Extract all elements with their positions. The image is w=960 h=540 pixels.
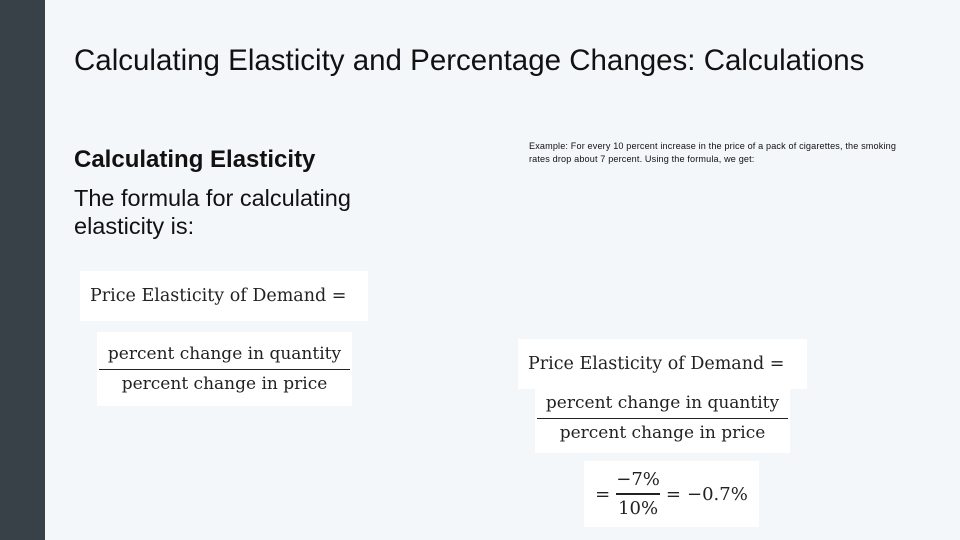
- calc-numerator: −7%: [616, 469, 660, 491]
- formula-left-label-text: Price Elasticity of Demand =: [90, 286, 347, 306]
- sidebar-accent: [0, 0, 45, 540]
- formula-right-denominator: percent change in price: [559, 423, 766, 444]
- subheading: Calculating Elasticity: [74, 146, 316, 173]
- formula-left-denominator: percent change in price: [121, 374, 328, 395]
- fraction-bar: [616, 493, 660, 495]
- body-text: The formula for calculating elasticity i…: [74, 185, 351, 239]
- calculation-fraction: −7% 10%: [616, 469, 660, 519]
- fraction-bar: [537, 417, 788, 420]
- fraction-bar: [99, 368, 350, 371]
- formula-right-numerator: percent change in quantity: [545, 392, 780, 413]
- formula-right-label: Price Elasticity of Demand =: [518, 339, 807, 389]
- equals-sign: =: [665, 483, 681, 505]
- formula-right-label-text: Price Elasticity of Demand =: [528, 354, 785, 374]
- equals-sign: =: [595, 483, 611, 505]
- formula-left-numerator: percent change in quantity: [107, 343, 342, 364]
- formula-left-label: Price Elasticity of Demand =: [80, 271, 368, 321]
- example-text: Example: For every 10 percent increase i…: [529, 141, 897, 164]
- calc-result: −0.7%: [687, 483, 748, 505]
- formula-right-calculation: = −7% 10% = −0.7%: [584, 461, 759, 527]
- calc-denominator: 10%: [618, 497, 659, 519]
- slide-title: Calculating Elasticity and Percentage Ch…: [74, 44, 865, 77]
- formula-left-fraction: percent change in quantity percent chang…: [97, 332, 352, 406]
- formula-right-fraction: percent change in quantity percent chang…: [535, 383, 790, 453]
